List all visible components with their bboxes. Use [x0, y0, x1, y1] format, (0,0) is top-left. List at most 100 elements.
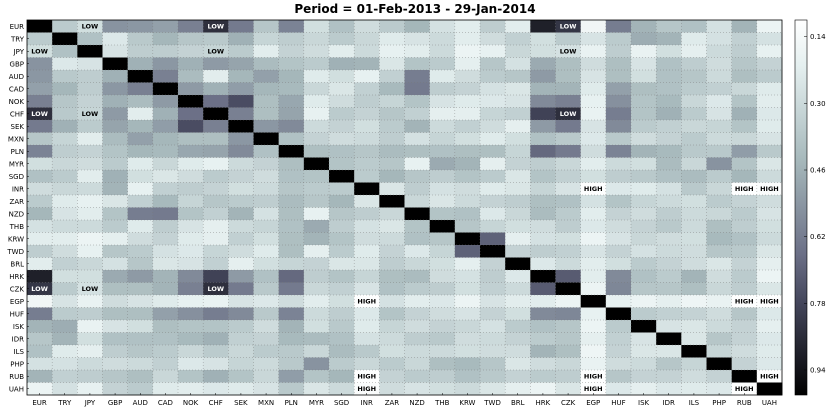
heatmap-cell-czk-php	[706, 282, 733, 296]
heatmap-cell-inr-php	[706, 182, 733, 196]
heatmap-cell-sgd-php	[706, 170, 733, 183]
heatmap-cell-krw-eur	[27, 232, 53, 246]
heatmap-cell-sek-zar	[379, 120, 405, 133]
x-tick-label-php: PHP	[712, 399, 726, 407]
heatmap-cell-sgd-hrk	[530, 170, 556, 183]
heatmap-cell-idr-aud	[127, 332, 154, 346]
heatmap-cell-krw-pln	[278, 232, 305, 246]
heatmap-cell-brl-gbp	[102, 257, 129, 271]
heatmap-cell-krw-cad	[152, 232, 179, 246]
y-tick-label-eur: EUR	[10, 23, 25, 31]
heatmap-cell-idr-uah	[756, 332, 783, 346]
heatmap-cell-idr-isk	[631, 332, 657, 346]
heatmap-cell-rub-brl	[505, 370, 531, 383]
heatmap-cell-inr-inr	[354, 182, 380, 196]
heatmap-cell-gbp-czk	[555, 57, 582, 71]
y-tick-label-uah: UAH	[9, 385, 24, 393]
heatmap-cell-eur-nok	[178, 20, 204, 33]
heatmap-cell-cad-php	[706, 82, 733, 96]
heatmap-cell-zar-nzd	[404, 195, 431, 208]
heatmap-cell-chf-rub	[731, 107, 758, 121]
heatmap-cell-mxn-brl	[505, 132, 531, 146]
heatmap-cell-php-krw	[454, 357, 481, 371]
heatmap-cell-krw-hrk	[530, 232, 556, 246]
heatmap-cell-zar-cad	[152, 195, 179, 208]
heatmap-cell-sek-eur	[27, 120, 53, 133]
annotation-high-uah-egp: HIGH	[584, 385, 603, 393]
heatmap-cell-chf-nzd	[404, 107, 431, 121]
heatmap-cell-hrk-uah	[756, 270, 783, 283]
heatmap-cell-ils-rub	[731, 345, 758, 358]
heatmap-cell-chf-isk	[631, 107, 657, 121]
heatmap-cell-huf-aud	[127, 307, 154, 321]
heatmap-cell-nok-zar	[379, 95, 405, 108]
heatmap-cell-try-idr	[656, 32, 682, 46]
heatmap-cell-thb-jpy	[77, 220, 103, 233]
heatmap-cell-thb-huf	[605, 220, 632, 233]
heatmap-cell-uah-cad	[152, 382, 179, 396]
heatmap-cell-rub-egp	[580, 370, 607, 383]
heatmap-cell-nzd-aud	[127, 207, 154, 221]
heatmap-cell-php-ils	[681, 357, 707, 371]
heatmap-cell-czk-hrk	[530, 282, 556, 296]
heatmap-cell-brl-idr	[656, 257, 682, 271]
heatmap-cell-isk-czk	[555, 320, 582, 333]
heatmap-cell-idr-sek	[228, 332, 254, 346]
heatmap-cell-huf-czk	[555, 307, 582, 321]
heatmap-cell-twd-huf	[605, 245, 632, 258]
heatmap-cell-krw-uah	[756, 232, 783, 246]
heatmap-cell-ils-nok	[178, 345, 204, 358]
heatmap-cell-inr-jpy	[77, 182, 103, 196]
heatmap-cell-zar-eur	[27, 195, 53, 208]
heatmap-cell-twd-try	[52, 245, 78, 258]
heatmap-cell-cad-twd	[480, 82, 506, 96]
heatmap-cell-zar-egp	[580, 195, 607, 208]
heatmap-cell-try-thb	[429, 32, 456, 46]
heatmap-cell-chf-idr	[656, 107, 682, 121]
x-tick-label-nzd: NZD	[409, 399, 424, 407]
heatmap-cell-rub-aud	[127, 370, 154, 383]
heatmap-cell-uah-uah	[756, 382, 783, 396]
heatmap-cell-brl-try	[52, 257, 78, 271]
heatmap-cell-uah-chf	[203, 382, 229, 396]
heatmap-cell-cad-pln	[278, 82, 305, 96]
heatmap-cell-gbp-aud	[127, 57, 154, 71]
y-tick-label-nok: NOK	[9, 98, 25, 106]
heatmap-cell-brl-nzd	[404, 257, 431, 271]
heatmap-cell-uah-pln	[278, 382, 305, 396]
heatmap-cell-isk-nzd	[404, 320, 431, 333]
y-tick-label-mxn: MXN	[8, 135, 24, 143]
heatmap-cell-czk-czk	[555, 282, 582, 296]
heatmap-cell-twd-jpy	[77, 245, 103, 258]
heatmap-cell-isk-nok	[178, 320, 204, 333]
heatmap-cell-sek-jpy	[77, 120, 103, 133]
heatmap-cell-sgd-ils	[681, 170, 707, 183]
heatmap-cell-myr-aud	[127, 157, 154, 171]
annotation-high-egp-inr: HIGH	[357, 298, 376, 306]
heatmap-cell-pln-eur	[27, 145, 53, 158]
heatmap-cell-idr-cad	[152, 332, 179, 346]
heatmap-cell-uah-idr	[656, 382, 682, 396]
heatmap-cell-czk-try	[52, 282, 78, 296]
y-tick-label-gbp: GBP	[10, 60, 24, 68]
heatmap-cell-uah-sgd	[329, 382, 355, 396]
y-tick-labels: EUR TRY JPY GBP AUD CAD NOK CHF SEK MXN PLN MYR SGD I…	[6, 23, 29, 393]
heatmap-cell-eur-sgd	[329, 20, 355, 33]
heatmap-cell-php-thb	[429, 357, 456, 371]
heatmap-cell-inr-egp	[580, 182, 607, 196]
heatmap-cell-eur-sek	[228, 20, 254, 33]
heatmap-cell-krw-krw	[454, 232, 481, 246]
heatmap-cell-isk-isk	[631, 320, 657, 333]
heatmap-cell-gbp-rub	[731, 57, 758, 71]
heatmap-cell-zar-idr	[656, 195, 682, 208]
heatmap-cell-cad-hrk	[530, 82, 556, 96]
heatmap-cell-czk-jpy	[77, 282, 103, 296]
heatmap-cell-isk-thb	[429, 320, 456, 333]
heatmap-cell-rub-mxn	[253, 370, 280, 383]
y-tick-label-huf: HUF	[10, 310, 24, 318]
heatmap-cell-mxn-sgd	[329, 132, 355, 146]
heatmap-cell-egp-inr	[354, 295, 380, 308]
heatmap-cell-eur-mxn	[253, 20, 280, 33]
heatmap-cell-cad-thb	[429, 82, 456, 96]
heatmap-cell-twd-eur	[27, 245, 53, 258]
